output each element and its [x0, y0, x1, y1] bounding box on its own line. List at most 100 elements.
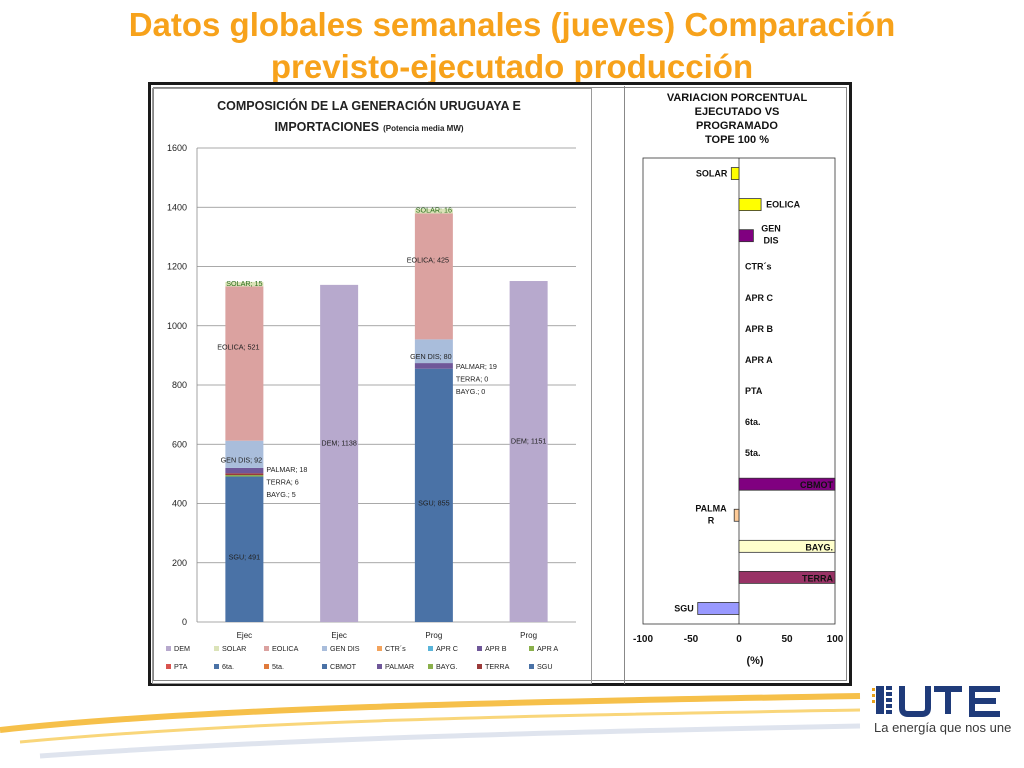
data-label: SOLAR; 15 [226, 279, 262, 288]
x-tick-label: 100 [827, 634, 844, 645]
legend-swatch [529, 646, 534, 651]
legend-swatch [322, 664, 327, 669]
chart-title-line-2: IMPORTACIONES (Potencia media MW) [274, 120, 463, 134]
category-label: PTA [745, 386, 763, 396]
variation-bar [730, 167, 740, 180]
y-tick-label: 1400 [167, 202, 187, 212]
legend-swatch [214, 646, 219, 651]
category-label: 5ta. [745, 448, 761, 458]
x-tick-label: -50 [684, 634, 699, 645]
category-label: 6ta. [745, 417, 761, 427]
category-label: EOLICA [766, 200, 801, 210]
data-label: SGU; 491 [229, 552, 261, 561]
bar-segment [225, 440, 264, 468]
data-label: BAYG.; 5 [266, 490, 295, 499]
bar-segment [225, 467, 264, 474]
variation-bar [738, 539, 836, 553]
legend-swatch [166, 664, 171, 669]
slide-title: Datos globales semanales (jueves) Compar… [0, 4, 1024, 88]
x-tick-label: 0 [736, 634, 742, 645]
bar-segment [225, 281, 264, 287]
category-label: CTR´s [745, 262, 772, 272]
logo-tagline: La energía que nos une [874, 720, 1012, 735]
data-label: SGU; 855 [418, 498, 450, 507]
bar-segment [225, 473, 264, 476]
category-label: TERRA [802, 573, 833, 583]
bar-segment [225, 475, 264, 477]
chart-title-main: IMPORTACIONES [274, 120, 379, 134]
category-label: DIS [763, 236, 778, 246]
legend-swatch [428, 664, 433, 669]
bar-segment [414, 339, 453, 364]
data-label: DEM; 1151 [511, 437, 546, 446]
category-label: SOLAR [696, 169, 728, 179]
bar-segment [414, 208, 453, 214]
variation-bar [738, 198, 762, 211]
variation-bar-chart: VARIACION PORCENTUAL EJECUTADO VS PROGRA… [633, 92, 844, 667]
y-tick-label: 1200 [167, 262, 187, 272]
category-label: APR A [745, 355, 773, 365]
legend-label: BAYG. [436, 662, 457, 671]
chart-frame [148, 82, 852, 686]
legend-swatch [264, 664, 269, 669]
category-label: BAYG. [805, 542, 833, 552]
legend-swatch [529, 664, 534, 669]
data-label: TERRA; 6 [266, 477, 298, 486]
data-label: DEM; 1138 [321, 438, 356, 447]
legend-label: CTR´s [385, 644, 406, 653]
chart-divider [624, 86, 625, 684]
y-tick-label: 600 [172, 439, 187, 449]
data-labels: SGU; 491 GEN DIS; 92 EOLICA; 521 SOLAR; 15 P… [217, 206, 546, 562]
variation-bar [697, 602, 740, 615]
legend-label: SOLAR [222, 644, 246, 653]
legend-label: PALMAR [385, 662, 414, 671]
legend-label: APR C [436, 644, 458, 653]
category-label: R [708, 515, 715, 525]
y-tick-label: 1600 [167, 143, 187, 153]
variation-bar [738, 570, 836, 584]
y-tick-label: 200 [172, 558, 187, 568]
category-label: CBMOT [800, 480, 833, 490]
data-label: GEN DIS; 80 [410, 352, 452, 361]
data-label: SOLAR; 16 [416, 206, 452, 215]
right-plot: -100 -50 0 50 100 SOLAR EOLICA GEN DIS CTR´s APR C… [633, 157, 844, 645]
left-chart-border [152, 88, 592, 684]
legend: DEM SOLAR EOLICA GEN DIS CTR´s APR C APR B APR … [166, 644, 558, 671]
bar-segment [414, 363, 453, 369]
data-label: BAYG.; 0 [456, 387, 485, 396]
legend-label: 5ta. [272, 662, 284, 671]
legend-label: PTA [174, 662, 188, 671]
axes: 0 200 400 600 800 1000 1200 1400 1600 Ejec Ejec Pro… [167, 143, 537, 640]
legend-swatch [166, 646, 171, 651]
legend-label: CBMOT [330, 662, 357, 671]
data-label: EOLICA; 521 [217, 343, 259, 352]
legend-label: APR A [537, 644, 558, 653]
variation-bar [738, 477, 836, 491]
category-label: PALMA [695, 503, 727, 513]
bars [225, 208, 548, 622]
legend-swatch [377, 646, 382, 651]
stacked-bar-chart: COMPOSICIÓN DE LA GENERACIÓN URUGUAYA E … [166, 98, 576, 671]
bar-segment [509, 281, 548, 622]
legend-swatch [264, 646, 269, 651]
right-title-line-2: EJECUTADO VS [695, 106, 780, 118]
x-tick-label: Ejec [331, 631, 347, 640]
data-label: GEN DIS; 92 [221, 455, 263, 464]
legend-label: APR B [485, 644, 507, 653]
legend-swatch [477, 664, 482, 669]
bar-segment [414, 213, 453, 340]
legend-label: SGU [537, 662, 553, 671]
x-tick-label: Prog [520, 631, 537, 640]
right-x-label: (%) [746, 655, 763, 667]
legend-label: GEN DIS [330, 644, 360, 653]
y-tick-label: 400 [172, 499, 187, 509]
x-tick-label: -100 [633, 634, 653, 645]
decorative-swoosh [0, 693, 861, 759]
y-tick-label: 800 [172, 380, 187, 390]
data-label: EOLICA; 425 [407, 255, 449, 264]
legend-label: 6ta. [222, 662, 234, 671]
category-label: SGU [674, 603, 694, 613]
y-tick-label: 1000 [167, 321, 187, 331]
data-label: PALMAR; 19 [456, 362, 497, 371]
legend-swatch [428, 646, 433, 651]
